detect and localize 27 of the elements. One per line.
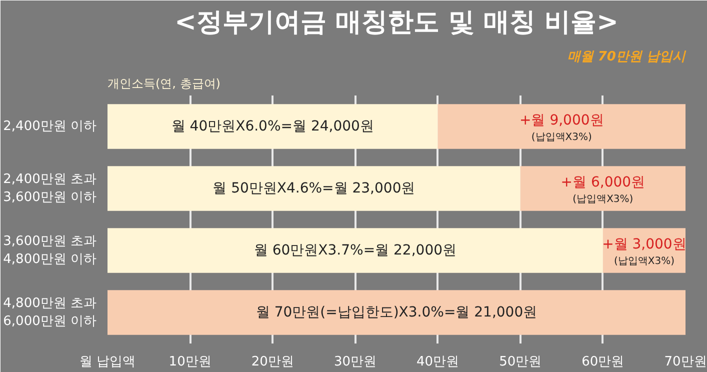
y-axis-title: 개인소득(연, 총급여) [108,76,220,90]
y-tick-label: 4,800만원 초과 6,000만원 이하 [3,296,97,329]
bar [438,104,686,149]
y-tick-label: 2,400만원 이하 [3,119,97,134]
annotation: +월 9,000원 (납입액X3%) [520,112,604,144]
annotation: 월 60만원X3.7%=월 22,000원 [254,242,457,258]
bar [108,166,520,211]
annotation: 월 70만원(=납입한도)X3.0%=월 21,000원 [256,304,538,320]
annotation: +월 3,000원 (납입액X3%) [602,236,686,268]
x-tick-label: 월 납입액 [79,354,136,370]
x-tick-label: 20만원 [251,354,294,370]
x-tick-label: 10만원 [168,354,212,370]
x-tick-label: 30만원 [334,354,376,370]
chart-subtitle: 매월 70만원 납입시 [567,50,686,64]
y-tick-label: 3,600만원 초과 4,800만원 이하 [3,234,97,267]
bar [520,166,686,211]
x-tick-label: 50만원 [499,354,542,370]
x-tick-label: 40만원 [416,354,460,370]
y-tick-label: 2,400만원 초과 3,600만원 이하 [3,172,97,205]
x-tick-label: 60만원 [582,354,624,370]
annotation: 월 50만원X4.6%=월 23,000원 [212,180,416,196]
chart-title: <정부기여금 매칭한도 및 매칭 비율> [174,8,618,38]
bar [108,104,438,149]
x-tick-label: 70만원 [664,354,707,370]
annotation: 월 40만원X6.0%=월 24,000원 [171,118,374,134]
annotation: +월 6,000원 (납입액X3%) [560,174,646,206]
bar [108,228,603,273]
